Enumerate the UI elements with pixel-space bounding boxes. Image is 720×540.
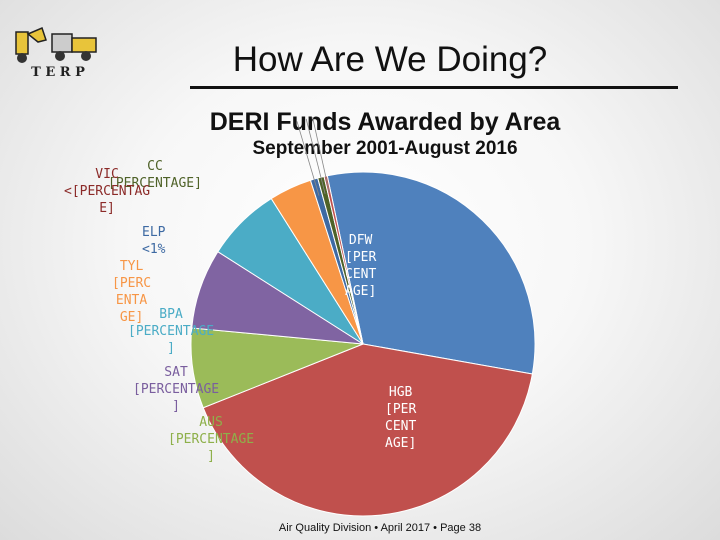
label-tyl: TYL [PERC ENTA GE] (112, 259, 152, 325)
footer-text: Air Quality Division • April 2017 • Page… (278, 522, 482, 534)
label-sat: SAT [PERCENTAGE ] (133, 365, 220, 414)
pie-slice-hgb (202, 343, 533, 517)
logo-graphic: T E R P (15, 26, 97, 80)
chart-title: DERI Funds Awarded by Area (209, 108, 561, 136)
label-dfw: DFW [PER CENT AGE] (345, 233, 377, 299)
pie-slice-dfw (326, 171, 536, 375)
label-cc: CC [PERCENTAGE] (108, 159, 202, 191)
leader-line-cc (305, 118, 326, 195)
label-elp: ELP <1% (142, 225, 166, 257)
label-vic: VIC <[PERCENTAG E] (64, 167, 151, 216)
leader-line-elp (296, 121, 320, 196)
logo-letters: T E R P (31, 65, 85, 80)
label-aus: AUS [PERCENTAGE ] (168, 415, 255, 464)
label-bpa: BPA [PERCENTAGE ] (128, 307, 215, 356)
terp-logo: T E R P (8, 20, 108, 80)
leader-line-vic (312, 117, 330, 193)
slide-title: How Are We Doing? (232, 40, 548, 79)
label-hgb: HGB [PER CENT AGE] (385, 385, 417, 451)
title-rule (190, 86, 678, 89)
